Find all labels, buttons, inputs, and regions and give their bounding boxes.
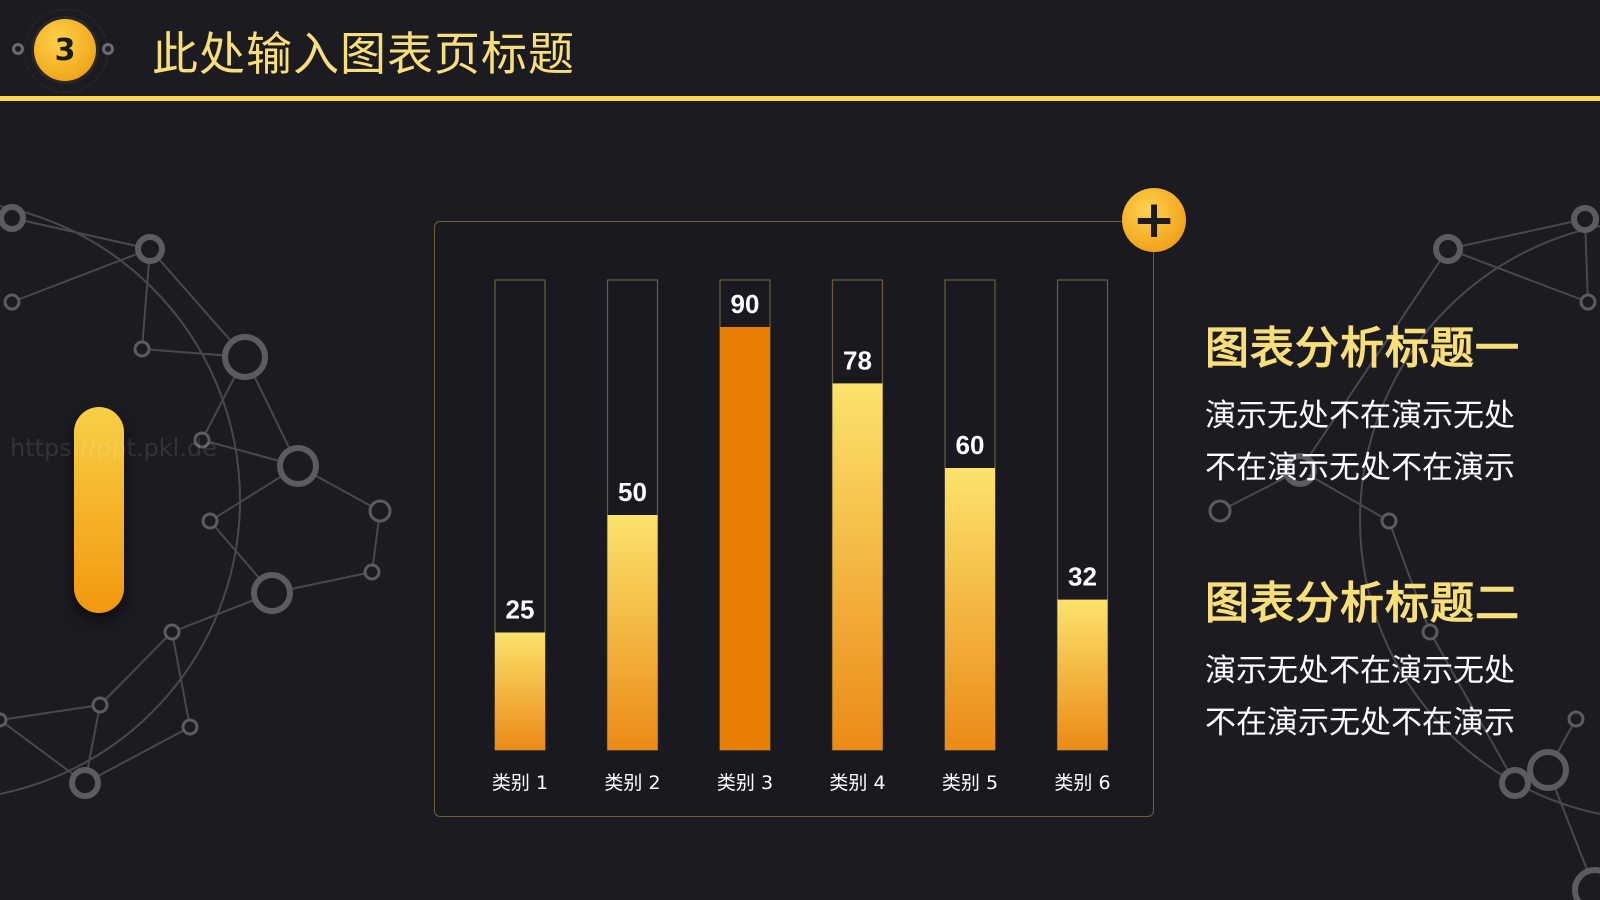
bar-value-label-6: 32 xyxy=(1068,562,1097,592)
analysis-1-line-2: 不在演示无处不在演示 xyxy=(1205,450,1515,486)
bar-value-label-1: 25 xyxy=(506,595,535,625)
network-node xyxy=(133,340,151,358)
network-link xyxy=(141,248,151,350)
side-pill-decoration xyxy=(74,407,124,613)
network-arc xyxy=(1359,225,1600,815)
bar-2 xyxy=(607,515,658,750)
network-node xyxy=(1567,710,1585,728)
analysis-body-2: 演示无处不在演示无处 不在演示无处不在演示 xyxy=(1205,645,1565,749)
network-link xyxy=(11,248,151,303)
network-node xyxy=(368,499,392,523)
analysis-block-1: 图表分析标题一 演示无处不在演示无处 不在演示无处不在演示 xyxy=(1205,312,1565,494)
header-divider xyxy=(0,96,1600,101)
bar-1 xyxy=(495,632,545,750)
network-node xyxy=(222,334,268,380)
network-node xyxy=(193,431,211,449)
network-node xyxy=(1527,749,1569,791)
category-label-6: 类别 6 xyxy=(1054,772,1110,794)
analysis-1-line-1: 演示无处不在演示无处 xyxy=(1205,398,1515,434)
badge-left-dot-icon xyxy=(12,43,24,55)
network-node xyxy=(1208,499,1232,523)
network-link xyxy=(1299,248,1449,471)
analysis-title-1: 图表分析标题一 xyxy=(1205,323,1520,374)
category-label-5: 类别 5 xyxy=(942,772,998,794)
network-node xyxy=(91,696,109,714)
watermark-text: https://ppt.pkl.de xyxy=(10,434,217,462)
network-node xyxy=(363,563,381,581)
badge-right-dot-icon xyxy=(102,43,114,55)
network-node xyxy=(0,204,26,232)
network-node xyxy=(277,445,319,487)
analysis-2-line-2: 不在演示无处不在演示 xyxy=(1205,705,1515,741)
analysis-2-line-1: 演示无处不在演示无处 xyxy=(1205,653,1515,689)
analysis-body-1: 演示无处不在演示无处 不在演示无处不在演示 xyxy=(1205,390,1565,494)
bar-3 xyxy=(720,327,770,750)
bar-value-label-3: 90 xyxy=(731,289,760,319)
network-node xyxy=(1572,867,1600,900)
network-link xyxy=(1447,218,1586,250)
network-link xyxy=(149,248,246,358)
network-link xyxy=(0,719,86,784)
network-node xyxy=(1433,234,1463,264)
bar-6 xyxy=(1057,599,1108,750)
network-link xyxy=(11,217,151,250)
bar-value-label-5: 60 xyxy=(956,430,985,460)
category-label-4: 类别 4 xyxy=(829,772,885,794)
chart-panel xyxy=(434,221,1154,817)
network-node xyxy=(251,572,293,614)
category-label-2: 类别 2 xyxy=(604,772,660,794)
section-number: 3 xyxy=(54,32,76,68)
category-label-1: 类别 1 xyxy=(492,772,548,794)
category-label-3: 类别 3 xyxy=(717,772,773,794)
network-link xyxy=(1429,631,1516,784)
analysis-title-2: 图表分析标题二 xyxy=(1205,578,1520,629)
plus-icon: + xyxy=(1132,190,1176,250)
network-node xyxy=(1499,767,1531,799)
network-node xyxy=(0,712,8,728)
bar-5 xyxy=(945,468,995,750)
network-link xyxy=(1299,469,1390,522)
network-node xyxy=(1380,512,1398,530)
network-node xyxy=(181,718,199,736)
bar-value-label-4: 78 xyxy=(843,345,872,375)
network-node xyxy=(1571,205,1599,233)
network-link xyxy=(0,704,101,721)
network-node xyxy=(163,623,181,641)
network-node xyxy=(135,234,165,264)
network-link xyxy=(1447,248,1589,303)
bar-value-label-2: 50 xyxy=(618,477,647,507)
network-link xyxy=(99,631,173,706)
page-title: 此处输入图表页标题 xyxy=(152,27,575,81)
network-node xyxy=(1579,293,1597,311)
bar-4 xyxy=(832,383,883,750)
network-node xyxy=(201,512,219,530)
network-node xyxy=(69,767,101,799)
section-number-badge: 3 xyxy=(34,19,96,81)
network-link xyxy=(1388,520,1431,633)
network-node xyxy=(1283,453,1317,487)
network-node xyxy=(3,293,21,311)
add-button[interactable]: + xyxy=(1122,188,1186,252)
network-link xyxy=(84,726,191,784)
network-node xyxy=(1421,623,1439,641)
network-arc xyxy=(0,205,241,795)
analysis-block-2: 图表分析标题二 演示无处不在演示无处 不在演示无处不在演示 xyxy=(1205,567,1565,749)
